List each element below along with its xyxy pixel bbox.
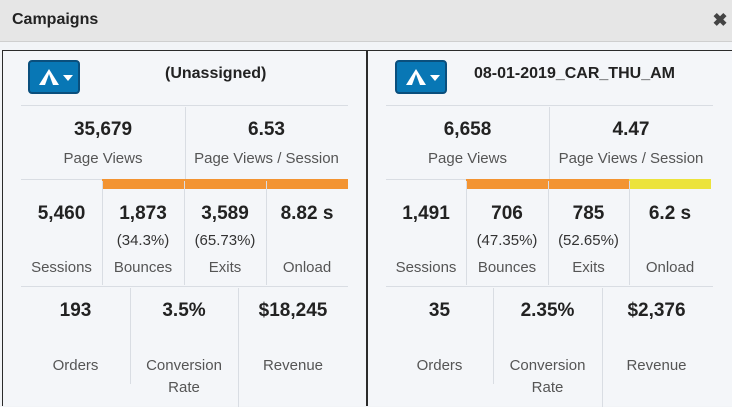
divider [185,107,186,179]
sessions-value: 1,491 [402,203,450,224]
conversion-rate-label-line2: Rate [168,379,200,396]
exits-label: Exits [208,259,242,276]
exits-percent: (65.73%) [194,232,256,249]
triangle-logo-icon [39,69,59,85]
orders-value: 193 [59,300,92,321]
conversion-rate-label-line1: Conversion [146,357,222,374]
divider [493,288,494,384]
campaign-dropdown-button[interactable] [28,60,80,94]
window-titlebar: Campaigns ✖ [0,0,732,42]
bounces-percent: (47.35%) [476,232,538,249]
revenue-value: $18,245 [258,300,328,321]
divider [386,179,466,180]
divider [130,288,131,384]
onload-value: 6.2 s [648,203,692,224]
conversion-rate-value: 2.35% [520,300,575,321]
divider [102,181,103,285]
bounces-label: Bounces [477,259,537,276]
bounces-value: 706 [491,203,523,224]
divider [466,181,467,285]
sessions-label: Sessions [395,259,457,276]
campaign-dropdown-button[interactable] [395,60,447,94]
divider [21,105,348,106]
divider [21,286,348,287]
sessions-value: 5,460 [37,203,86,224]
onload-value: 8.82 s [280,203,334,224]
onload-bar [266,179,348,189]
divider [549,107,550,179]
campaign-name: (Unassigned) [165,65,267,82]
orders-value: 35 [428,300,451,321]
conversion-rate-label-line1: Conversion [509,357,586,374]
divider [548,181,549,285]
pageviews-per-session-label: Page Views / Session [194,150,339,167]
campaign-name: 08-01-2019_CAR_THU_AM [474,65,675,82]
divider [184,181,185,285]
conversion-rate-label-line2: Rate [531,379,564,396]
conversion-rate-value: 3.5% [162,300,206,321]
divider [602,288,603,407]
page-views-value: 35,679 [73,119,133,140]
bounces-percent: (34.3%) [116,232,170,249]
bounces-label: Bounces [113,259,173,276]
pageviews-per-session-value: 4.47 [612,119,650,140]
onload-bar [629,179,711,189]
orders-label: Orders [416,357,463,374]
pageviews-per-session-label: Page Views / Session [558,150,704,167]
divider [21,179,103,180]
exits-value: 3,589 [201,203,249,224]
chevron-down-icon [430,75,440,81]
page-views-value: 6,658 [443,119,492,140]
revenue-label: Revenue [262,357,324,374]
exits-label: Exits [572,259,605,276]
revenue-value: $2,376 [627,300,686,321]
bounces-value: 1,873 [119,203,167,224]
chevron-down-icon [63,75,73,81]
triangle-logo-icon [406,69,426,85]
campaign-panel-unassigned: (Unassigned) 35,679 Page Views 6.53 Page… [2,50,367,407]
exits-value: 785 [572,203,605,224]
divider [238,288,239,407]
window-title: Campaigns [12,11,99,28]
revenue-label: Revenue [626,357,687,374]
divider [629,181,630,285]
onload-label: Onload [282,259,332,276]
close-icon[interactable]: ✖ [712,10,728,30]
sessions-label: Sessions [31,259,92,276]
exits-percent: (52.65%) [558,232,619,249]
divider [386,105,713,106]
divider [386,286,713,287]
divider [266,181,267,285]
page-views-label: Page Views [428,150,507,167]
page-views-label: Page Views [63,150,143,167]
bounces-exits-bar [466,179,629,189]
onload-label: Onload [645,259,695,276]
campaign-panel-08-01-2019: 08-01-2019_CAR_THU_AM 6,658 Page Views 4… [366,50,732,407]
pageviews-per-session-value: 6.53 [248,119,285,140]
orders-label: Orders [52,357,99,374]
